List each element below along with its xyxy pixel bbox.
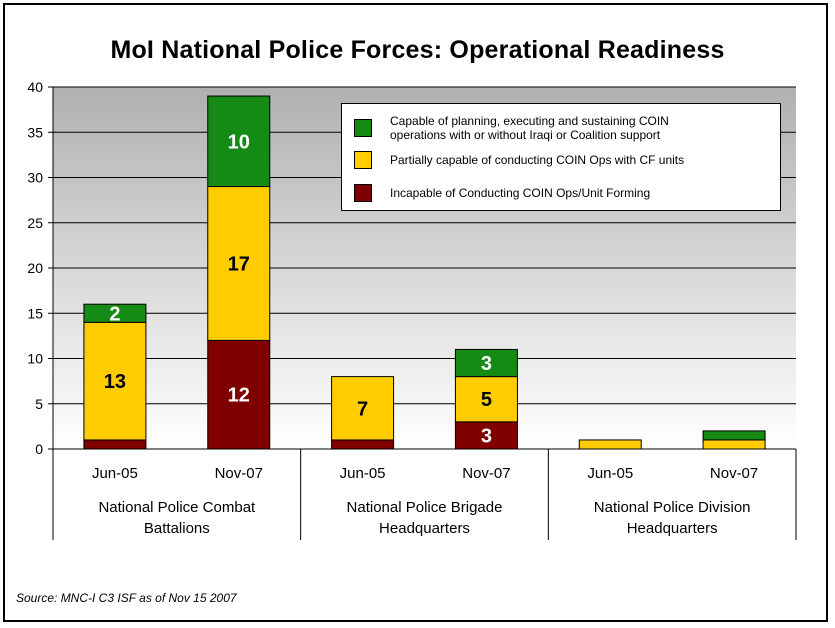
- data-labels: 13 2 12 17 10 7 3 5 3: [104, 131, 492, 447]
- y-axis: 0 5 10 15 20 25 30 35 40: [27, 79, 54, 457]
- legend-label-incapable: Incapable of Conducting COIN Ops/Unit Fo…: [390, 186, 651, 200]
- x-group-label: Headquarters: [379, 520, 470, 537]
- bar-segment-capable: [702, 430, 766, 441]
- bar-segment-capable: [83, 303, 147, 323]
- bar-segment-incapable: [207, 339, 271, 450]
- y-tick-label: 5: [35, 396, 43, 412]
- bars: [83, 95, 766, 450]
- data-label: 5: [481, 389, 492, 411]
- x-category-label: Nov-07: [215, 465, 263, 482]
- legend-label-capable-line2: operations with or without Iraqi or Coal…: [390, 128, 661, 142]
- x-group-label: National Police Brigade: [347, 499, 503, 516]
- bar-segment-partial: [207, 186, 271, 341]
- x-group-label: National Police Combat: [98, 499, 256, 516]
- y-tick-label: 35: [27, 124, 43, 140]
- x-category-label: Jun-05: [340, 465, 386, 482]
- legend: Capable of planning, executing and susta…: [341, 103, 781, 211]
- legend-label-partial: Partially capable of conducting COIN Ops…: [390, 153, 685, 167]
- bar-segment-partial: [578, 439, 642, 450]
- x-group-label: National Police Division: [594, 499, 751, 516]
- data-label: 13: [104, 371, 126, 393]
- bar-segment-incapable: [83, 439, 147, 450]
- y-tick-label: 15: [27, 305, 43, 321]
- x-group-label: Headquarters: [627, 520, 718, 537]
- y-tick-label: 30: [27, 170, 43, 186]
- y-tick-label: 40: [27, 79, 43, 95]
- data-label: 17: [228, 253, 250, 275]
- data-label: 3: [481, 353, 492, 375]
- data-label: 3: [481, 425, 492, 447]
- bar-segment-partial: [454, 376, 518, 423]
- y-tick-label: 20: [27, 260, 43, 276]
- data-label: 10: [228, 131, 250, 153]
- y-tick-label: 10: [27, 351, 43, 367]
- data-label: 12: [228, 385, 250, 407]
- bar-segment-partial: [702, 439, 766, 450]
- bar-segment-incapable: [331, 439, 395, 450]
- bar-segment-capable: [454, 348, 518, 378]
- x-category-label: Nov-07: [710, 465, 758, 482]
- x-category-label: Jun-05: [587, 465, 633, 482]
- legend-swatch-incapable: [354, 184, 372, 202]
- y-tick-label: 0: [35, 441, 43, 457]
- x-group-label: Battalions: [144, 520, 210, 537]
- bar-segment-partial: [331, 376, 395, 441]
- x-axis: Jun-05 Nov-07 Jun-05 Nov-07 Jun-05 Nov-07 Nati…: [52, 448, 797, 540]
- legend-swatch-capable: [354, 119, 372, 137]
- legend-item-capable: Capable of planning, executing and susta…: [354, 114, 770, 142]
- data-label: 7: [357, 398, 368, 420]
- legend-swatch-partial: [354, 151, 372, 169]
- bar-segment-partial: [83, 321, 147, 441]
- legend-item-partial: Partially capable of conducting COIN Ops…: [354, 151, 770, 169]
- chart-title: MoI National Police Forces: Operational …: [110, 36, 725, 64]
- x-category-label: Jun-05: [92, 465, 138, 482]
- source-note: Source: MNC-I C3 ISF as of Nov 15 2007: [16, 591, 237, 605]
- legend-label-capable-line1: Capable of planning, executing and susta…: [390, 114, 669, 128]
- legend-item-incapable: Incapable of Conducting COIN Ops/Unit Fo…: [354, 184, 770, 202]
- y-tick-label: 25: [27, 215, 43, 231]
- bar-segment-capable: [207, 95, 271, 188]
- x-category-label: Nov-07: [462, 465, 510, 482]
- data-label: 2: [109, 303, 120, 325]
